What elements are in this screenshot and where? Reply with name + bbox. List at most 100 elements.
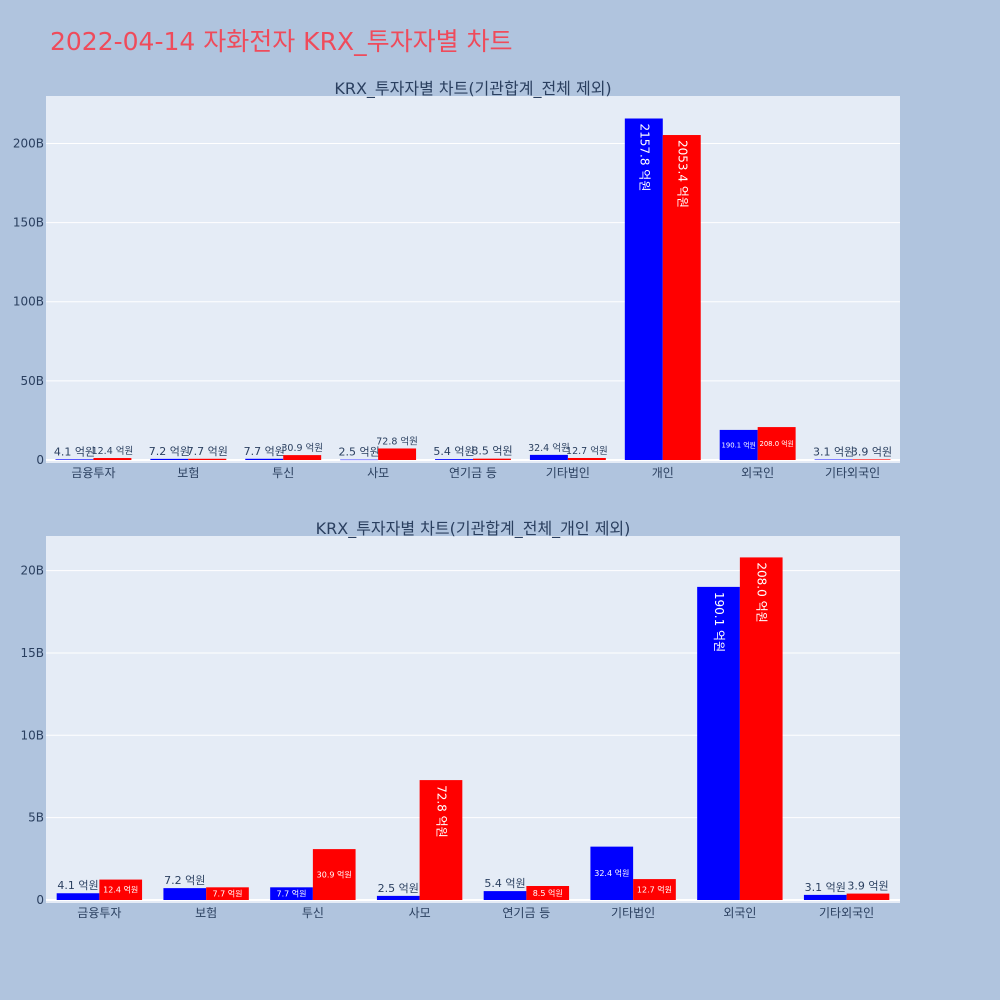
bar xyxy=(206,887,249,900)
data-label: 7.2 억원 xyxy=(149,445,190,458)
data-label: 12.7 억원 xyxy=(637,884,672,894)
x-tick-label: 사모 xyxy=(367,466,389,480)
data-label: 72.8 억원 xyxy=(376,435,418,447)
y-tick-label: 50B xyxy=(20,374,44,388)
bar xyxy=(483,891,527,900)
x-tick-label: 보험 xyxy=(195,906,217,920)
data-label: 32.4 억원 xyxy=(528,442,570,454)
data-label: 7.2 억원 xyxy=(164,874,205,887)
bar xyxy=(245,458,284,460)
bar xyxy=(567,457,606,460)
data-label: 72.8 억원 xyxy=(434,785,448,838)
data-label: 5.4 억원 xyxy=(433,445,474,458)
bar xyxy=(188,458,227,460)
data-label: 2157.8 억원 xyxy=(637,124,651,192)
x-tick-label: 투신 xyxy=(272,466,294,480)
bar xyxy=(590,846,634,900)
data-label: 8.5 억원 xyxy=(533,888,563,898)
data-label: 32.4 억원 xyxy=(594,868,629,878)
y-tick-label: 20B xyxy=(20,564,44,578)
data-label: 7.7 억원 xyxy=(277,888,307,898)
y-tick-label: 10B xyxy=(20,728,44,742)
y-tick-label: 5B xyxy=(28,811,44,825)
bar xyxy=(529,454,568,460)
data-label: 208.0 억원 xyxy=(759,439,793,448)
data-label: 12.7 억원 xyxy=(566,445,608,457)
x-tick-label: 기타법인 xyxy=(611,906,655,920)
page-title: 2022-04-14 자화전자 KRX_투자자별 차트 xyxy=(50,27,513,56)
bar xyxy=(270,887,313,900)
bar xyxy=(376,895,420,900)
x-tick-label: 사모 xyxy=(409,906,431,920)
data-label: 208.0 억원 xyxy=(755,562,769,622)
bar xyxy=(378,448,417,460)
chart-title: KRX_투자자별 차트(기관합계_전체 제외) xyxy=(334,79,611,99)
y-tick-label: 150B xyxy=(13,216,44,230)
bar xyxy=(163,888,207,900)
bar xyxy=(624,118,663,460)
bar xyxy=(283,455,322,460)
data-label: 12.4 억원 xyxy=(103,885,138,895)
bar xyxy=(739,557,783,900)
bar xyxy=(526,886,570,900)
data-label: 30.9 억원 xyxy=(281,442,323,454)
y-tick-label: 100B xyxy=(13,295,44,309)
data-label: 2.5 억원 xyxy=(378,882,419,895)
bar xyxy=(814,459,853,461)
data-label: 3.9 억원 xyxy=(847,880,888,893)
data-label: 7.7 억원 xyxy=(187,445,228,458)
bar xyxy=(340,459,379,461)
bar xyxy=(473,458,511,460)
bar xyxy=(435,459,473,460)
data-label: 12.4 억원 xyxy=(92,445,134,457)
x-tick-label: 금융투자 xyxy=(77,906,121,920)
y-tick-label: 15B xyxy=(20,646,44,660)
data-label: 4.1 억원 xyxy=(57,879,98,892)
y-tick-label: 0 xyxy=(36,453,44,467)
x-tick-label: 연기금 등 xyxy=(502,906,550,920)
bar xyxy=(846,893,890,900)
data-label: 2.5 억원 xyxy=(339,446,380,459)
bar xyxy=(719,429,758,460)
data-label: 3.9 억원 xyxy=(851,445,892,458)
bar xyxy=(757,427,796,460)
bar xyxy=(697,586,740,900)
x-tick-label: 개인 xyxy=(652,466,674,480)
data-label: 2053.4 억원 xyxy=(675,140,689,208)
bar xyxy=(150,458,189,460)
data-label: 3.1 억원 xyxy=(805,881,846,894)
x-tick-label: 기타법인 xyxy=(546,466,590,480)
bar xyxy=(312,849,356,900)
data-label: 7.7 억원 xyxy=(212,888,242,898)
bar xyxy=(662,135,701,460)
data-label: 3.1 억원 xyxy=(813,446,854,459)
x-tick-label: 기타외국인 xyxy=(819,906,874,920)
data-label: 5.4 억원 xyxy=(484,877,525,890)
data-label: 30.9 억원 xyxy=(317,869,352,879)
data-label: 190.1 억원 xyxy=(722,440,756,449)
bar xyxy=(803,894,847,900)
bar xyxy=(56,893,100,900)
bar xyxy=(55,459,94,460)
data-label: 8.5 억원 xyxy=(471,445,512,458)
x-tick-label: 외국인 xyxy=(723,906,756,920)
x-tick-label: 금융투자 xyxy=(71,466,115,480)
data-label: 7.7 억원 xyxy=(244,445,285,458)
x-tick-label: 외국인 xyxy=(741,466,774,480)
data-label: 190.1 억원 xyxy=(712,592,726,652)
y-tick-label: 0 xyxy=(36,893,44,907)
plot-area xyxy=(46,96,900,463)
data-label: 4.1 억원 xyxy=(54,445,95,458)
bar xyxy=(419,780,463,900)
y-tick-label: 200B xyxy=(13,136,44,150)
x-tick-label: 연기금 등 xyxy=(449,466,497,480)
x-tick-label: 투신 xyxy=(302,906,324,920)
bar xyxy=(852,459,891,460)
bar xyxy=(93,458,132,460)
bar xyxy=(99,879,143,900)
x-tick-label: 보험 xyxy=(177,466,199,480)
x-tick-label: 기타외국인 xyxy=(825,466,880,480)
bar xyxy=(633,879,676,900)
chart-title: KRX_투자자별 차트(기관합계_전체_개인 제외) xyxy=(316,519,631,539)
